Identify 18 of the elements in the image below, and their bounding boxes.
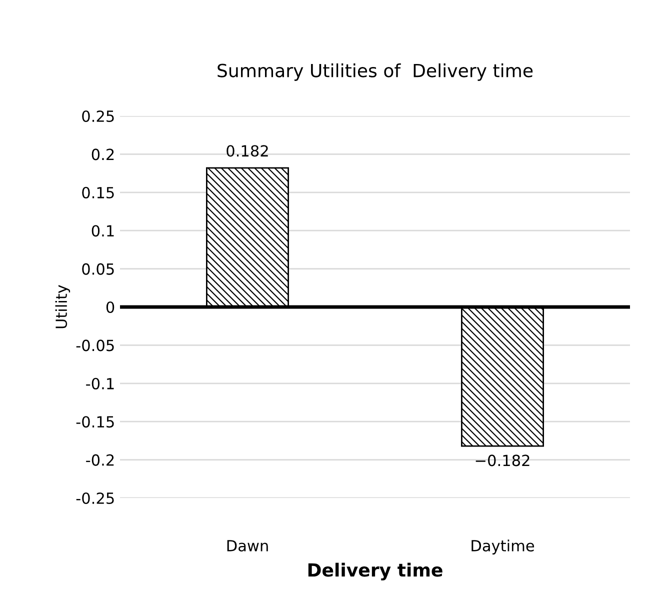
x-tick-label: Dawn [227, 540, 268, 552]
y-tick-label: -0.2 [86, 454, 114, 466]
y-tick-label: 0.25 [82, 110, 114, 122]
y-tick-label: 0.1 [92, 225, 114, 237]
text: 0.182 [226, 145, 268, 157]
y-tick-label: 0.15 [82, 186, 114, 198]
chart-title: Summary Utilities of Delivery time [218, 63, 533, 81]
y-tick-label: 0.05 [82, 263, 114, 275]
y-tick-label: -0.25 [76, 492, 114, 504]
y-tick-label: -0.05 [76, 340, 114, 352]
y-tick-label: 0 [106, 301, 114, 314]
x-tick-label: Daytime [472, 540, 534, 554]
y-tick-label: -0.1 [86, 378, 114, 390]
x-axis-title: Delivery time [308, 562, 442, 580]
y-tick-label: -0.15 [76, 416, 114, 428]
y-tick-label: 0.2 [92, 148, 114, 160]
text: −0.182 [476, 454, 530, 466]
y-axis-title: Utility [55, 284, 70, 328]
